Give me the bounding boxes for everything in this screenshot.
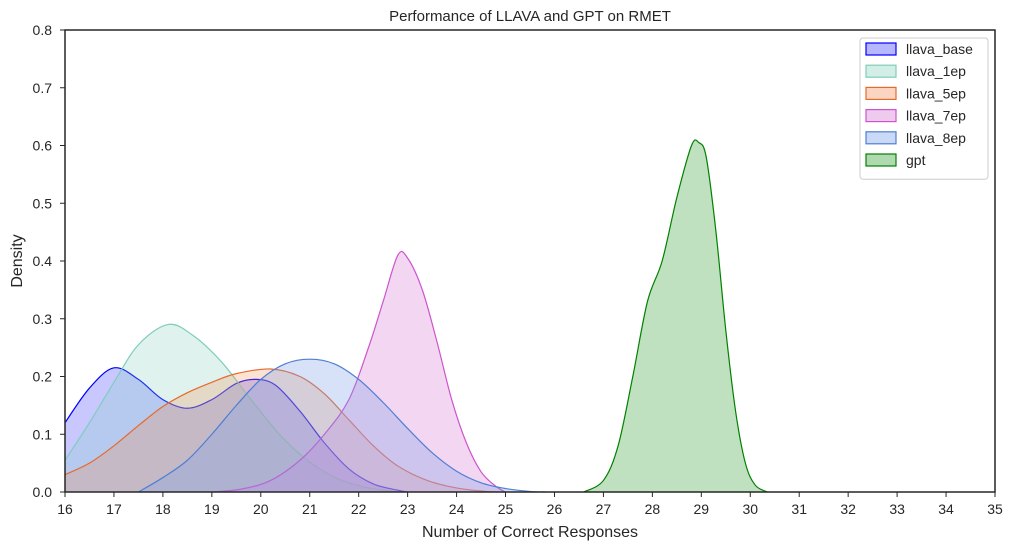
density-line-llava_8ep <box>138 358 545 493</box>
y-tick-label: 0.7 <box>33 80 53 96</box>
legend-item-llava_base: llava_base <box>865 41 973 57</box>
legend-swatch <box>865 153 897 167</box>
x-tick-label: 34 <box>938 501 954 517</box>
x-axis-title: Number of Correct Responses <box>422 524 638 541</box>
density-line-llava_base <box>64 367 408 493</box>
legend-label: llava_1ep <box>906 63 966 79</box>
series-llava_5ep <box>64 368 506 493</box>
chart-title: Performance of LLAVA and GPT on RMET <box>389 8 671 25</box>
legend-swatch <box>865 86 897 101</box>
y-axis: 0.0 0.1 0.2 0.3 0.4 0.5 0.6 0.7 0.8 <box>33 22 65 500</box>
x-tick-label: 32 <box>840 501 856 517</box>
legend-label: llava_8ep <box>906 130 966 146</box>
series-llava_base <box>64 367 408 493</box>
series-llava_1ep <box>64 323 398 493</box>
y-tick-label: 0.2 <box>33 369 53 385</box>
legend-swatch <box>865 42 897 56</box>
series-layer <box>64 139 768 493</box>
series-llava_8ep <box>138 358 545 493</box>
y-tick-label: 0.4 <box>33 253 53 269</box>
legend-label: llava_7ep <box>906 108 966 124</box>
x-tick-label: 19 <box>204 501 220 517</box>
x-tick-label: 31 <box>791 501 807 517</box>
y-tick-label: 0.5 <box>33 195 53 211</box>
x-tick-label: 16 <box>57 501 73 517</box>
y-tick-label: 0.6 <box>33 138 53 154</box>
x-tick-label: 26 <box>547 501 563 517</box>
legend-label: llava_5ep <box>906 85 966 101</box>
legend-label: gpt <box>906 152 926 168</box>
x-tick-label: 33 <box>889 501 905 517</box>
y-tick-label: 0.1 <box>33 426 53 442</box>
x-tick-label: 17 <box>106 501 122 517</box>
x-tick-label: 23 <box>400 501 416 517</box>
density-area-llava_8ep <box>138 359 545 492</box>
x-axis: 16 17 18 19 20 21 22 23 24 25 26 27 28 29 30 31 32 33 34 35 <box>57 492 1003 517</box>
density-area-gpt <box>583 139 768 492</box>
legend-item-llava_1ep: llava_1ep <box>865 63 966 79</box>
x-tick-label: 27 <box>596 501 612 517</box>
legend-label: llava_base <box>906 41 973 57</box>
legend-item-gpt: gpt <box>865 152 926 168</box>
y-tick-label: 0.3 <box>33 311 53 327</box>
legend-item-llava_5ep: llava_5ep <box>865 85 966 101</box>
x-tick-label: 28 <box>645 501 661 517</box>
y-tick-label: 0.0 <box>33 484 53 500</box>
legend-swatch <box>865 108 897 123</box>
x-tick-label: 20 <box>253 501 269 517</box>
density-line-llava_1ep <box>64 323 398 493</box>
x-tick-label: 18 <box>155 501 171 517</box>
x-tick-label: 29 <box>694 501 710 517</box>
x-tick-label: 21 <box>302 501 318 517</box>
density-area-llava_base <box>65 367 408 492</box>
legend-swatch <box>865 64 897 78</box>
x-tick-label: 35 <box>987 501 1003 517</box>
series-gpt <box>583 139 768 493</box>
legend-item-llava_7ep: llava_7ep <box>865 108 966 124</box>
x-tick-label: 22 <box>351 501 367 517</box>
density-line-llava_5ep <box>64 368 506 493</box>
density-area-llava_1ep <box>65 324 398 492</box>
density-area-llava_7ep <box>211 251 506 492</box>
legend-item-llava_8ep: llava_8ep <box>865 130 966 146</box>
x-tick-label: 24 <box>449 501 465 517</box>
x-tick-label: 30 <box>742 501 758 517</box>
density-line-gpt <box>583 139 768 493</box>
x-tick-label: 25 <box>498 501 514 517</box>
y-axis-title: Density <box>9 234 26 287</box>
legend: llava_base llava_1ep llava_5ep llava_7eplla… <box>859 37 989 180</box>
series-llava_7ep <box>211 250 506 493</box>
legend-swatch <box>865 131 897 145</box>
y-tick-label: 0.8 <box>33 22 53 38</box>
density-line-llava_7ep <box>211 250 506 493</box>
